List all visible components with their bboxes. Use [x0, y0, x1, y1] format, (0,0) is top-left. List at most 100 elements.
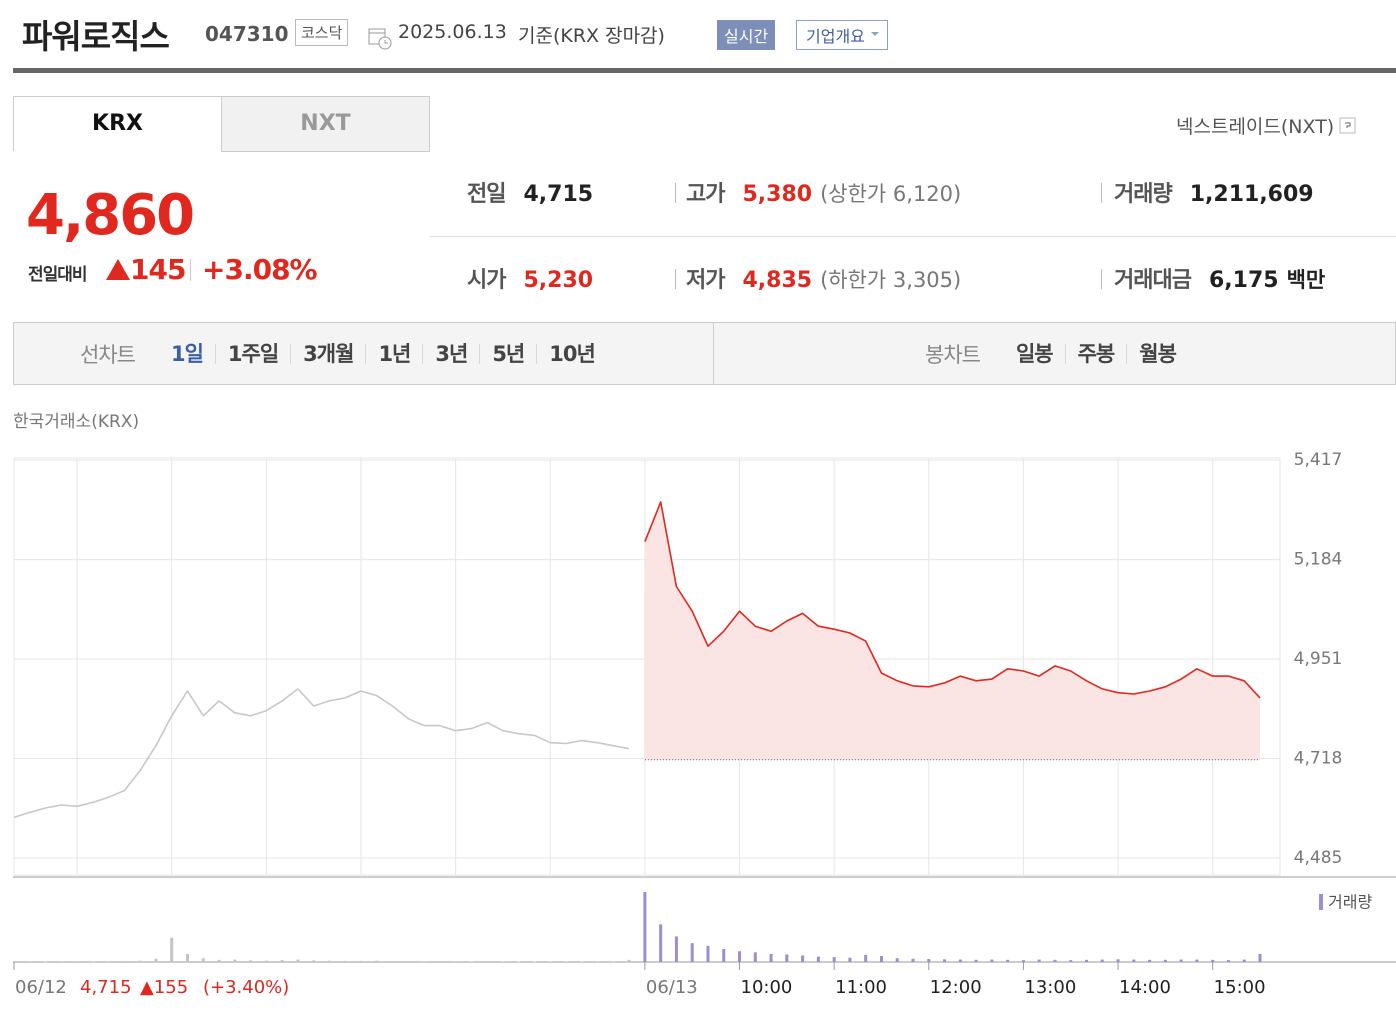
period-tab[interactable]: 일봉	[1015, 342, 1054, 366]
volume-bar	[943, 959, 947, 962]
period-tab[interactable]: 3년	[422, 344, 479, 365]
period-tab[interactable]: 5년	[479, 344, 536, 365]
volume-bar	[879, 956, 883, 962]
tab-krx[interactable]: KRX	[13, 96, 222, 151]
tab-nxt[interactable]: NXT	[221, 96, 430, 152]
stat-value: 1,211,609	[1189, 182, 1314, 207]
volume-bar	[1100, 959, 1104, 962]
stat-note: 백만	[1286, 268, 1326, 292]
volume-bar	[359, 960, 363, 962]
divider	[13, 68, 1396, 73]
volume-bar	[170, 937, 174, 962]
x-tick-label: 11:00	[835, 977, 887, 998]
volume-bar	[501, 961, 505, 962]
separator	[1101, 269, 1102, 289]
volume-bar	[1242, 959, 1246, 962]
stat-value: 4,715	[523, 182, 594, 207]
period-tab[interactable]: 10년	[536, 344, 607, 365]
stat-label: 거래대금	[1114, 268, 1192, 293]
stat: 고가 5,380 (상한가 6,120)	[686, 176, 961, 208]
volume-bar	[785, 954, 789, 962]
separator	[713, 323, 714, 384]
stat-label: 거래량	[1114, 182, 1173, 207]
volume-bar	[958, 959, 962, 962]
current-price: 4,860	[26, 183, 195, 248]
volume-bar	[801, 955, 805, 962]
price-line	[644, 501, 1261, 699]
company-dropdown[interactable]: 기업개요	[796, 20, 888, 50]
volume-bar	[469, 961, 473, 962]
volume-bar	[722, 949, 726, 962]
stat-value: 6,175	[1208, 268, 1279, 293]
y-tick-label: 4,718	[1294, 748, 1343, 768]
menu-label: 봉차트	[925, 343, 981, 367]
volume-bar	[974, 959, 978, 962]
volume-bar	[864, 955, 868, 962]
realtime-button[interactable]: 실시간	[717, 20, 776, 50]
price-line	[13, 688, 630, 819]
period-tab[interactable]: 1년	[365, 344, 422, 365]
volume-bar	[1116, 959, 1120, 962]
info-icon	[1339, 117, 1356, 134]
stat-value: 5,380	[742, 182, 813, 207]
chart-subtitle: 한국거래소(KRX)	[13, 412, 140, 432]
volume-bar	[91, 961, 95, 962]
volume-bar	[107, 961, 111, 962]
volume-bar	[1132, 959, 1136, 962]
volume-bar	[406, 961, 410, 962]
volume-bar	[1195, 959, 1199, 962]
stat: 저가 4,835 (하한가 3,305)	[686, 262, 961, 294]
period-tab[interactable]: 1일	[170, 342, 204, 366]
x-tick-label: 12:00	[930, 977, 982, 998]
volume-bar	[832, 957, 836, 962]
stock-code: 047310	[205, 22, 289, 46]
period-tab[interactable]: 1주일	[214, 344, 290, 365]
x-tick-label: 10:00	[741, 977, 793, 998]
stat-note: (하한가 3,305)	[820, 268, 962, 292]
volume-bar	[1211, 959, 1215, 962]
volume-bar	[643, 892, 647, 962]
x-tick-label: 06/13	[646, 977, 698, 998]
chart: 4,485 4,718 4,951 5,184 5,417 거래량 06/12 06/13 10…	[12, 450, 1396, 998]
separator	[1101, 183, 1102, 203]
volume-bar	[375, 960, 379, 962]
period-tab[interactable]: 월봉	[1126, 344, 1188, 365]
line-chart-menu: 선차트 1일 1주일 3개월 1년 3년 5년 10년	[80, 339, 607, 369]
volume-bar	[927, 959, 931, 962]
stock-name: 파워로직스	[22, 17, 170, 56]
separator	[675, 183, 676, 203]
volume-bar	[690, 943, 694, 962]
price-area	[644, 502, 1260, 760]
volume-bar	[438, 961, 442, 962]
nxt-link[interactable]: 넥스트레이드(NXT)	[1176, 112, 1358, 139]
volume-bar	[706, 945, 710, 962]
volume-bar	[343, 960, 347, 962]
volume-bar	[1053, 959, 1057, 962]
volume-bar	[674, 936, 678, 962]
stat-label: 시가	[467, 268, 506, 293]
stat-label: 저가	[686, 268, 725, 293]
volume-bar	[738, 951, 742, 962]
volume-bar	[327, 960, 331, 962]
candle-chart-menu: 봉차트 일봉 주봉 월봉	[925, 339, 1188, 369]
period-tab[interactable]: 주봉	[1064, 344, 1127, 365]
volume-bar	[422, 961, 426, 962]
volume-bar	[185, 953, 189, 962]
volume-bar	[1037, 959, 1041, 962]
basis: 기준(KRX 장마감)	[518, 25, 665, 47]
volume-bar	[1069, 960, 1073, 962]
volume-bar	[1163, 959, 1167, 962]
volume-bar	[627, 959, 631, 962]
x-tick-label: 13:00	[1024, 977, 1076, 998]
volume-bar	[138, 960, 142, 962]
y-tick-label: 5,417	[1294, 450, 1343, 470]
legend-label: 거래량	[1328, 893, 1372, 912]
volume-bar	[59, 961, 63, 962]
up-icon	[106, 259, 130, 280]
x-tick-label: 14:00	[1119, 977, 1171, 998]
volume-bar	[391, 961, 395, 962]
calendar-icon	[368, 28, 392, 50]
period-tab[interactable]: 3개월	[290, 344, 365, 365]
stat-note: (상한가 6,120)	[820, 182, 962, 206]
y-tick-label: 4,485	[1294, 848, 1343, 868]
